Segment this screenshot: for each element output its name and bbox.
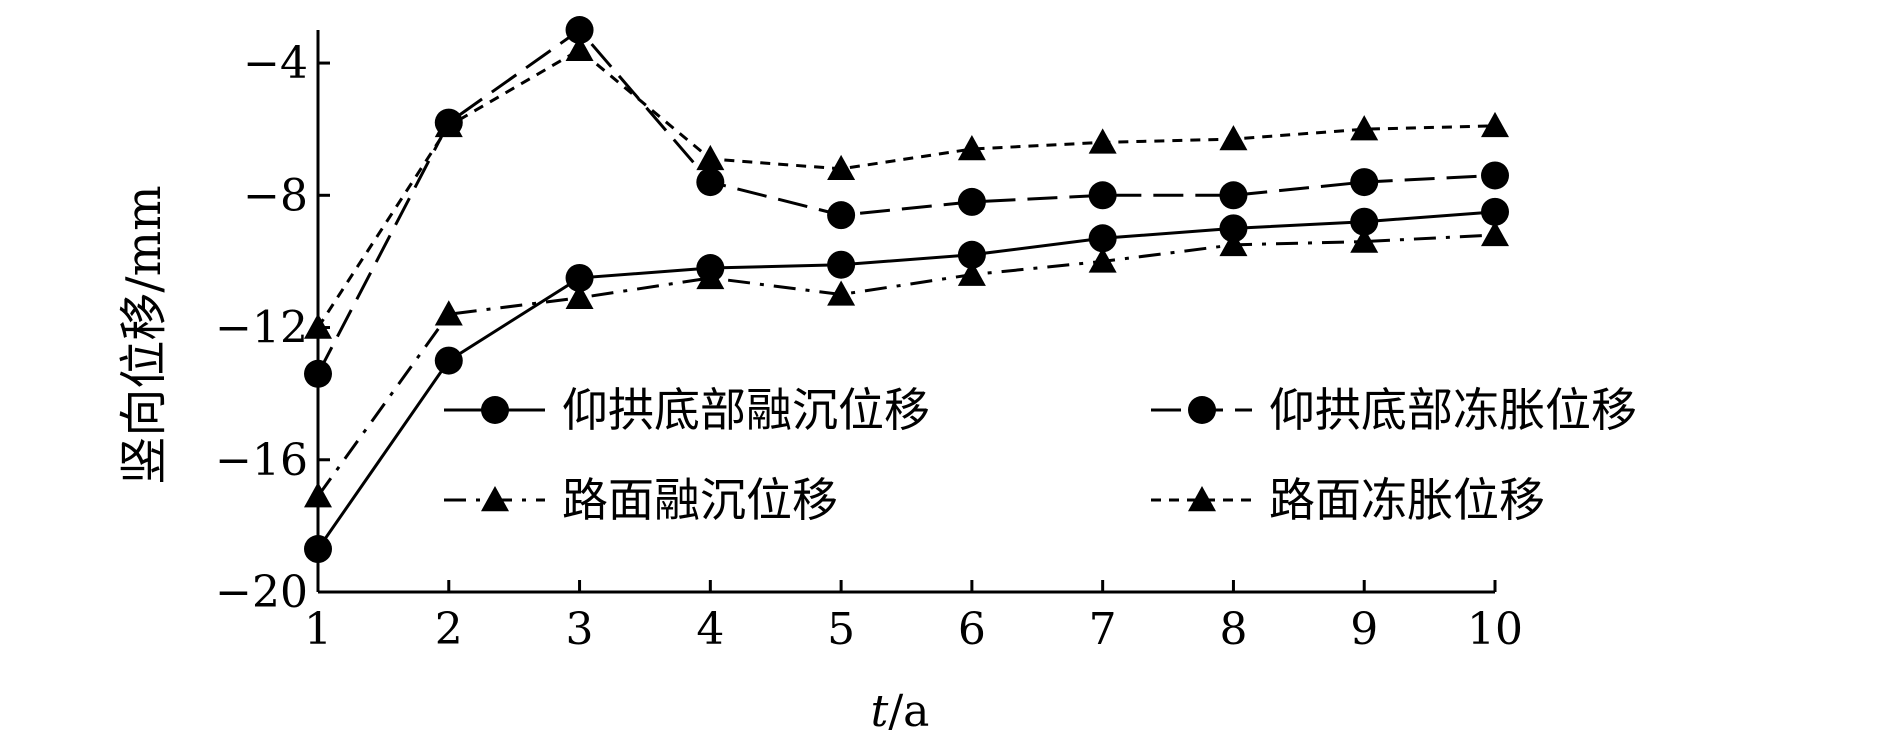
data-point — [1481, 220, 1509, 247]
data-point — [1481, 111, 1509, 138]
x-tick-label: 7 — [1089, 604, 1117, 655]
data-point — [1088, 181, 1117, 210]
x-axis-label-var: t — [871, 686, 889, 737]
series-layer — [304, 16, 1509, 564]
data-point — [827, 154, 856, 181]
data-point — [1350, 227, 1379, 253]
data-point — [304, 535, 332, 564]
y-tick-label: −12 — [215, 303, 308, 354]
data-point — [565, 263, 594, 292]
data-point — [1481, 197, 1509, 226]
data-point — [565, 283, 594, 309]
y-axis-label: 竖向位移/mm — [116, 185, 172, 484]
series-line — [316, 210, 1496, 550]
data-point — [1219, 230, 1248, 257]
x-tick-label: 9 — [1350, 604, 1378, 655]
series-line — [316, 233, 1496, 498]
data-point — [304, 482, 332, 508]
data-point — [827, 280, 856, 306]
data-point — [304, 313, 332, 339]
data-point — [957, 135, 986, 161]
x-axis-label-unit: /a — [888, 686, 929, 737]
x-tick-label: 1 — [304, 604, 332, 655]
x-tick-label: 10 — [1467, 604, 1523, 655]
x-tick-label: 5 — [827, 604, 855, 655]
data-point — [957, 260, 986, 286]
axes: 1 2 3 4 5 6 7 8 9 10 −20 −16 −12 −8 −4 — [215, 30, 1523, 655]
data-point — [827, 201, 856, 230]
y-tick-label: −20 — [215, 567, 308, 618]
legend-label: 路面融沉位移 — [562, 473, 838, 527]
data-point — [1219, 214, 1248, 243]
data-point — [957, 187, 986, 216]
data-point — [696, 168, 725, 197]
data-point — [1481, 161, 1509, 190]
series-line — [316, 48, 1496, 329]
x-tick-label: 6 — [958, 604, 986, 655]
legend-item: 路面冻胀位移 — [1151, 473, 1545, 527]
legend-item: 仰拱底部冻胀位移 — [1151, 383, 1637, 437]
data-point — [565, 16, 594, 44]
legend-marker — [1188, 396, 1216, 424]
legend-marker — [1188, 486, 1216, 512]
data-point — [1088, 224, 1117, 253]
data-point — [696, 263, 725, 290]
y-tick-label: −8 — [243, 170, 308, 221]
data-point — [434, 300, 463, 326]
data-point — [1350, 168, 1379, 197]
legend-item: 路面融沉位移 — [444, 473, 838, 527]
y-tick-label: −4 — [243, 38, 308, 89]
legend-label: 仰拱底部融沉位移 — [562, 383, 930, 437]
legend-label: 路面冻胀位移 — [1269, 473, 1545, 527]
data-point — [1350, 207, 1379, 236]
y-tick-label: −16 — [215, 435, 308, 486]
data-point — [304, 359, 332, 388]
data-point — [1088, 128, 1117, 154]
x-tick-label: 8 — [1219, 604, 1247, 655]
x-tick-label: 3 — [566, 604, 594, 655]
series-1 — [304, 197, 1509, 564]
data-point — [1219, 181, 1248, 210]
data-point — [434, 346, 463, 375]
data-point — [1350, 115, 1379, 141]
series-4 — [304, 35, 1509, 339]
series-3 — [304, 220, 1509, 508]
x-axis-label: t/a — [871, 686, 930, 737]
data-point — [696, 144, 725, 171]
data-point — [957, 240, 986, 269]
data-point — [565, 35, 594, 62]
series-2 — [304, 16, 1509, 388]
x-tick-label: 2 — [435, 604, 463, 655]
data-point — [1219, 125, 1248, 151]
legend-marker — [481, 486, 509, 512]
legend-label: 仰拱底部冻胀位移 — [1269, 383, 1637, 437]
data-point — [827, 250, 856, 279]
legend-marker — [481, 396, 509, 424]
data-point — [434, 111, 463, 138]
legend-item: 仰拱底部融沉位移 — [444, 383, 930, 437]
x-tick-label: 4 — [696, 604, 724, 655]
series-line — [316, 27, 1496, 375]
data-point — [1088, 247, 1117, 273]
